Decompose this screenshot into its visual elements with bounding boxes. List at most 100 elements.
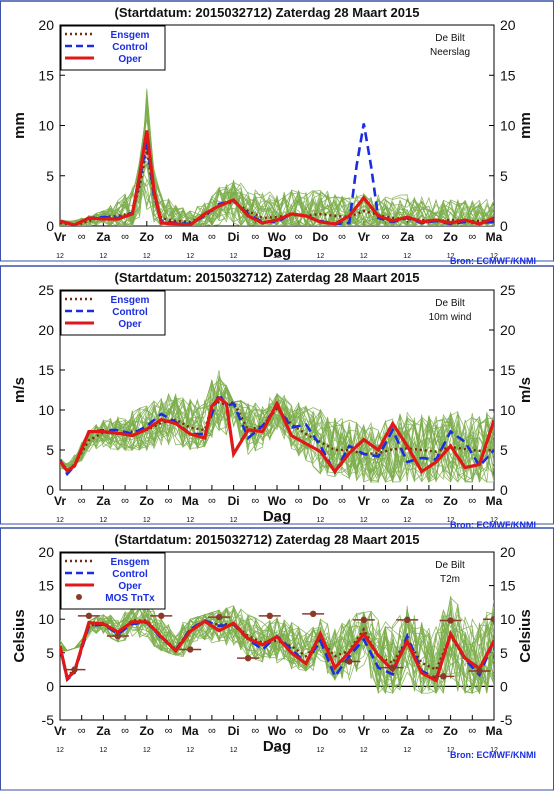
ensemble-member-line — [60, 607, 494, 694]
x-hour-label: 12 — [186, 747, 194, 754]
x-day-label: Ma — [182, 230, 199, 244]
series-line-ensgem — [60, 400, 494, 474]
ensemble-member-line — [60, 384, 494, 484]
y-tick-label: 0 — [500, 218, 508, 234]
x-midnight-marker: ∞ — [295, 231, 303, 243]
y-tick-label: 10 — [500, 118, 516, 134]
x-midnight-marker: ∞ — [121, 231, 129, 243]
ensemble-member-line — [60, 165, 494, 226]
mos-point — [187, 646, 194, 653]
mos-point — [440, 673, 447, 680]
legend-label: MOS TnTx — [105, 593, 155, 604]
x-hour-label: 12 — [317, 517, 325, 524]
ensemble-member-line — [60, 163, 494, 226]
y-tick-label: 5 — [46, 442, 54, 458]
x-hour-label: 12 — [490, 253, 498, 260]
y-tick-label: 10 — [38, 118, 54, 134]
x-hour-label: 12 — [273, 517, 281, 524]
x-midnight-marker: ∞ — [295, 495, 303, 507]
x-midnight-marker: ∞ — [165, 725, 173, 737]
series-line-control — [60, 619, 494, 683]
x-midnight-marker: ∞ — [121, 725, 129, 737]
x-axis-label: Dag — [263, 244, 291, 261]
mos-point — [447, 617, 454, 624]
x-hour-label: 12 — [403, 747, 411, 754]
mos-point — [346, 658, 353, 665]
x-hour-label: 12 — [447, 253, 455, 260]
y-axis-label: Celsius — [517, 609, 534, 662]
mos-point — [404, 616, 411, 624]
x-day-label: Do — [312, 724, 328, 738]
x-day-label: Di — [228, 494, 240, 508]
y-tick-label: 15 — [500, 578, 516, 594]
ensemble-member-line — [60, 604, 494, 695]
y-tick-label: 5 — [46, 168, 54, 184]
y-tick-label: 15 — [500, 67, 516, 83]
legend-box — [60, 552, 166, 610]
x-day-label: Za — [400, 724, 414, 738]
x-midnight-marker: ∞ — [78, 231, 86, 243]
y-tick-label: 15 — [38, 578, 54, 594]
x-day-label: Za — [96, 230, 110, 244]
y-tick-label: -5 — [500, 712, 513, 728]
x-day-label: Ma — [486, 724, 503, 738]
x-midnight-marker: ∞ — [338, 231, 346, 243]
y-tick-label: 0 — [46, 218, 54, 234]
x-day-label: Za — [400, 494, 414, 508]
x-hour-label: 12 — [273, 747, 281, 754]
y-tick-label: 0 — [500, 482, 508, 498]
x-hour-label: 12 — [447, 747, 455, 754]
chart-title: (Startdatum: 2015032712) Zaterdag 28 Maa… — [115, 270, 420, 285]
x-day-label: Zo — [139, 230, 154, 244]
y-tick-label: 5 — [500, 168, 508, 184]
x-midnight-marker: ∞ — [338, 725, 346, 737]
y-tick-label: 15 — [38, 362, 54, 378]
x-hour-label: 12 — [403, 253, 411, 260]
x-midnight-marker: ∞ — [382, 495, 390, 507]
y-tick-label: 20 — [38, 544, 54, 560]
y-axis-label: mm — [11, 112, 28, 139]
y-tick-label: 10 — [38, 402, 54, 418]
x-day-label: Za — [96, 494, 110, 508]
x-hour-label: 12 — [360, 517, 368, 524]
y-tick-label: 0 — [500, 678, 508, 694]
mos-point — [158, 612, 165, 620]
x-hour-label: 12 — [230, 747, 238, 754]
y-axis-label: mm — [517, 112, 534, 139]
x-day-label: Zo — [443, 724, 458, 738]
x-day-label: Do — [312, 494, 328, 508]
x-day-label: Do — [312, 230, 328, 244]
legend-swatch — [76, 594, 82, 600]
x-midnight-marker: ∞ — [425, 495, 433, 507]
legend-label: Control — [112, 307, 148, 318]
x-hour-label: 12 — [360, 747, 368, 754]
chart-panel-2: (Startdatum: 2015032712) Zaterdag 28 Maa… — [0, 265, 554, 530]
source-label: Bron: ECMWF/KNMI — [450, 256, 536, 266]
x-hour-label: 12 — [143, 253, 151, 260]
x-day-label: Za — [400, 230, 414, 244]
x-hour-label: 12 — [56, 747, 64, 754]
source-label: Bron: ECMWF/KNMI — [450, 520, 536, 530]
x-midnight-marker: ∞ — [165, 231, 173, 243]
x-day-label: Zo — [139, 494, 154, 508]
ensemble-member-line — [60, 607, 494, 688]
variable-label: Neerslag — [430, 47, 470, 58]
legend-label: Ensgem — [111, 295, 150, 306]
x-midnight-marker: ∞ — [468, 725, 476, 737]
x-day-label: Zo — [139, 724, 154, 738]
x-midnight-marker: ∞ — [251, 725, 259, 737]
y-tick-label: 0 — [46, 678, 54, 694]
x-hour-label: 12 — [143, 747, 151, 754]
x-midnight-marker: ∞ — [382, 231, 390, 243]
ensemble-member-line — [60, 177, 494, 226]
x-midnight-marker: ∞ — [121, 495, 129, 507]
station-label: De Bilt — [435, 560, 465, 571]
variable-label: T2m — [440, 574, 460, 585]
ensemble-member-line — [60, 162, 494, 226]
legend-label: Ensgem — [111, 557, 150, 568]
mos-point — [309, 610, 317, 618]
x-hour-label: 12 — [186, 517, 194, 524]
x-midnight-marker: ∞ — [425, 231, 433, 243]
x-midnight-marker: ∞ — [295, 725, 303, 737]
mos-point — [476, 667, 483, 675]
